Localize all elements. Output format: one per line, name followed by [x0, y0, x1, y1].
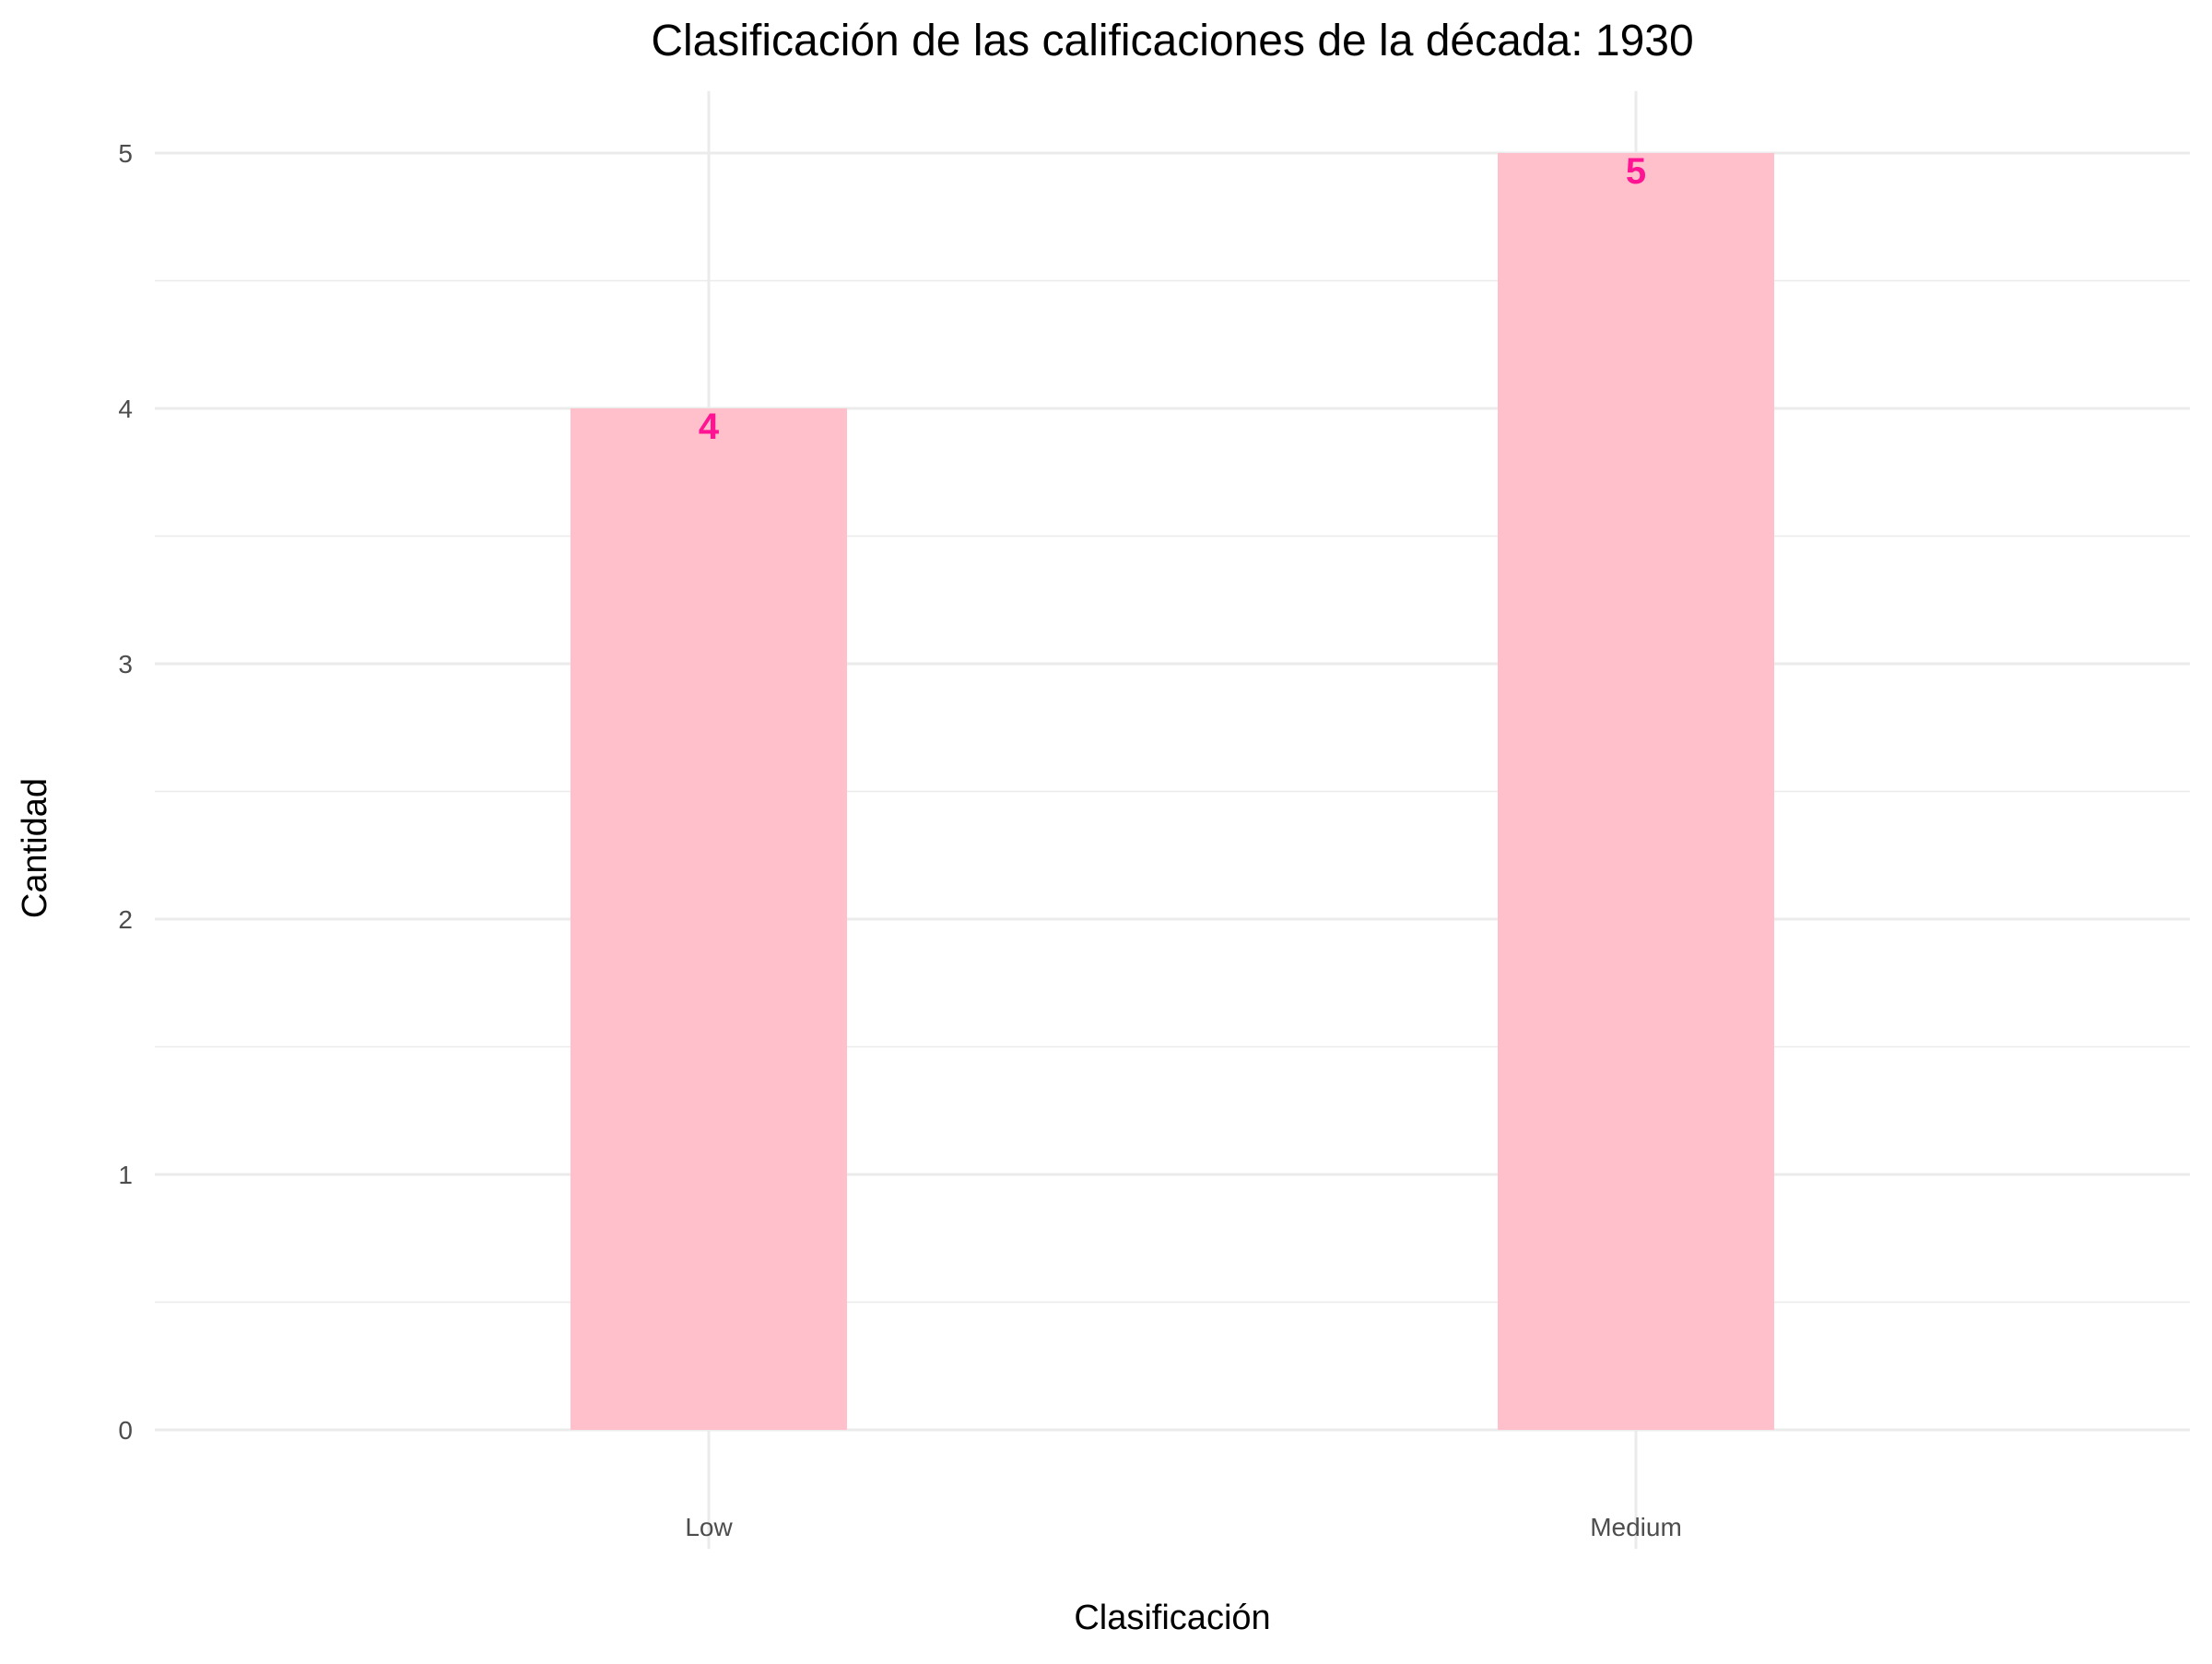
- y-tick-labels: 0 1 2 3 4 5: [118, 139, 133, 1445]
- chart-title: Clasificación de las calificaciones de l…: [651, 17, 1693, 65]
- data-labels: 45: [699, 151, 1646, 447]
- x-tick-labels: Low Medium: [685, 1513, 1681, 1541]
- bar-medium: [1498, 153, 1774, 1430]
- x-axis-title: Clasificación: [1074, 1599, 1270, 1637]
- y-axis-title: Cantidad: [16, 778, 54, 918]
- grid-lines: [155, 90, 2190, 1550]
- data-label-low: 4: [699, 407, 720, 447]
- x-tick-label-medium: Medium: [1590, 1513, 1682, 1541]
- y-tick-label: 3: [118, 650, 133, 679]
- y-tick-label: 1: [118, 1161, 133, 1189]
- x-tick-label-low: Low: [685, 1513, 733, 1541]
- bar-low: [571, 408, 847, 1430]
- y-tick-label: 2: [118, 905, 133, 934]
- y-tick-label: 5: [118, 139, 133, 168]
- y-tick-label: 4: [118, 395, 133, 423]
- y-tick-label: 0: [118, 1416, 133, 1445]
- data-label-medium: 5: [1626, 151, 1646, 192]
- bars: [571, 153, 1774, 1430]
